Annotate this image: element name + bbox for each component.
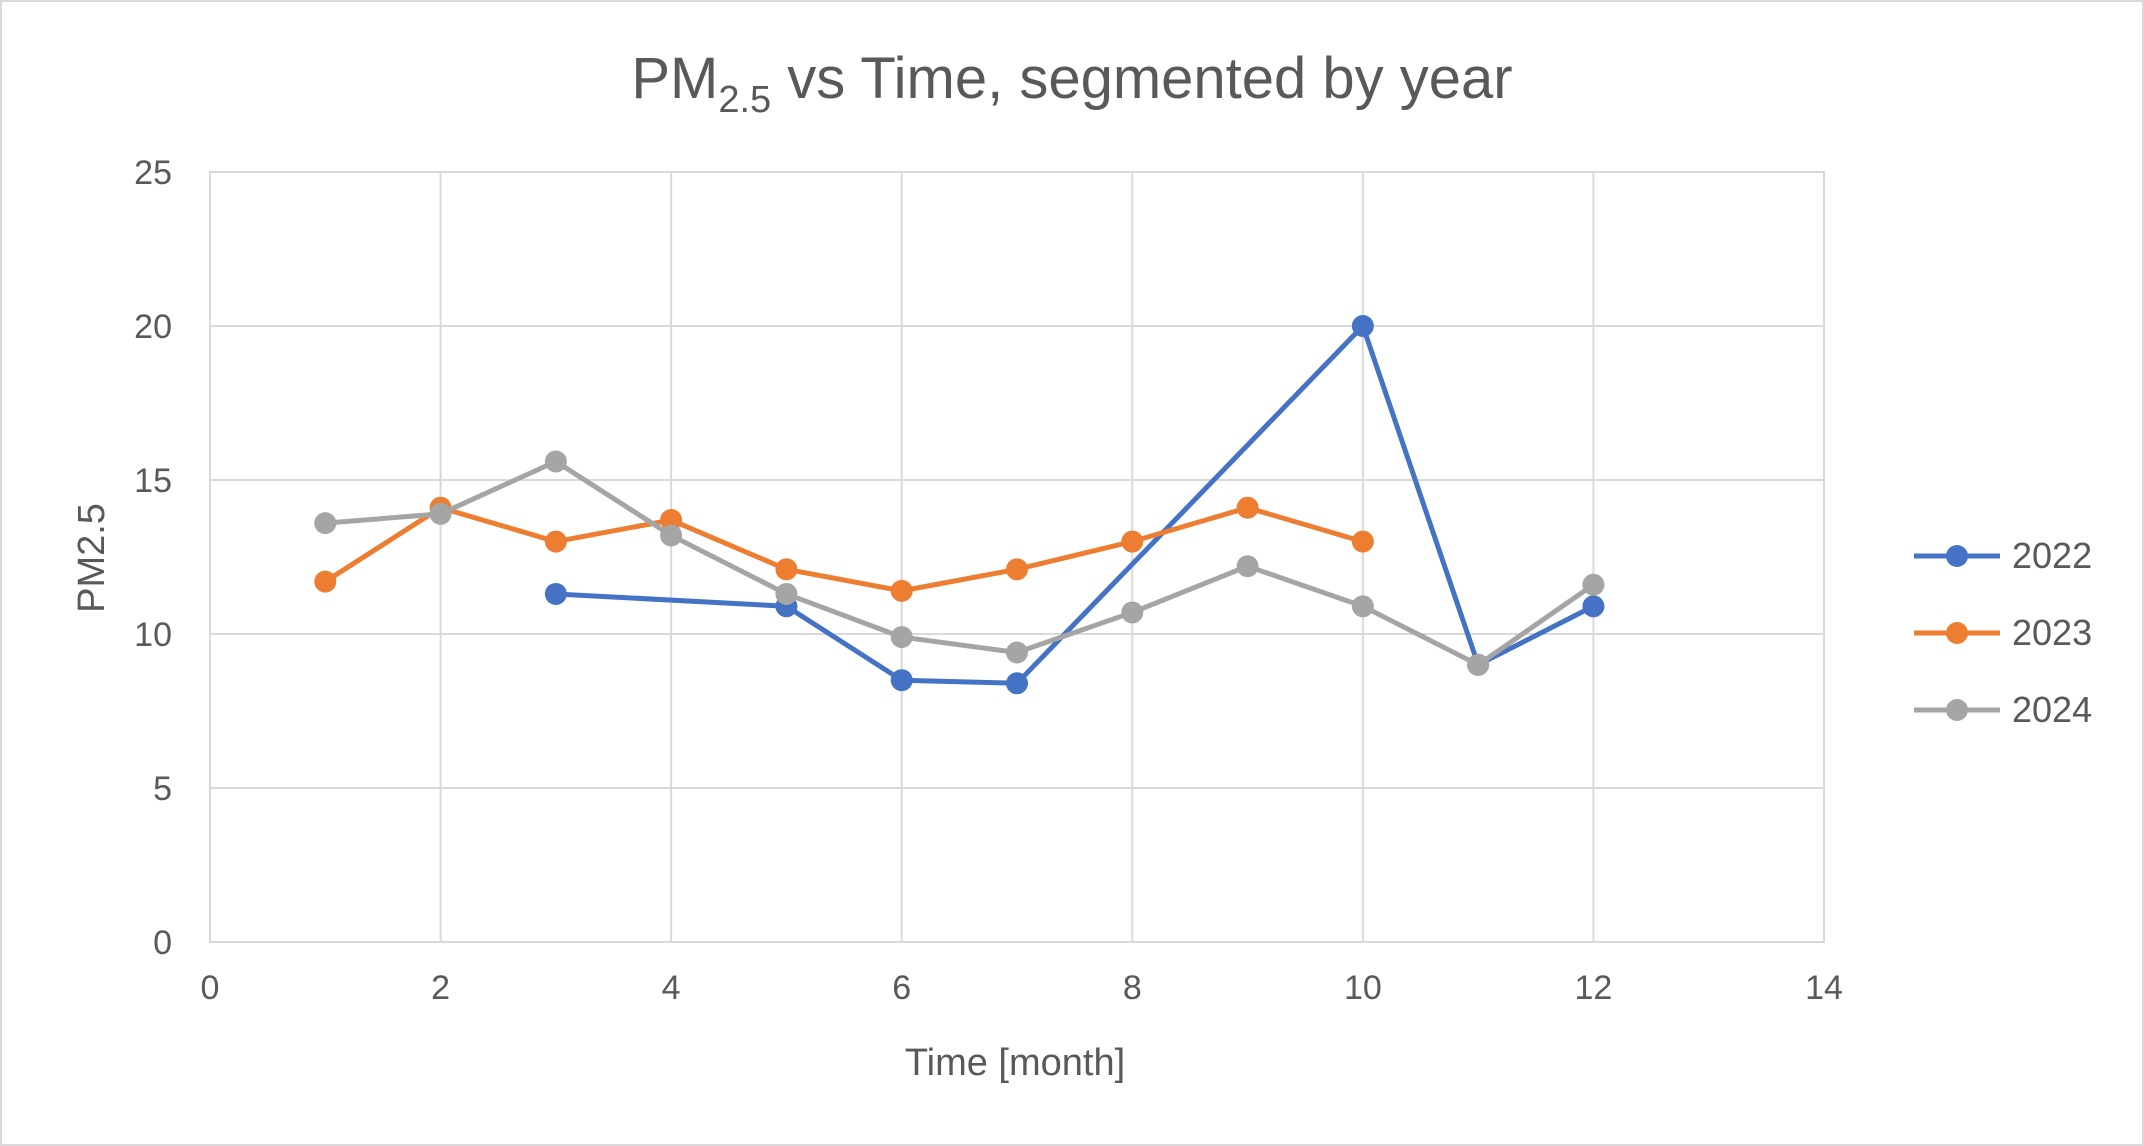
data-point-2024 [1467,653,1490,676]
data-point-2023 [544,530,567,553]
y-tick-label: 0 [153,924,172,962]
y-tick-label: 15 [134,462,172,500]
data-point-2024 [429,502,452,525]
data-point-2022 [890,669,913,692]
data-point-2022 [544,582,567,605]
x-tick-label: 2 [431,969,450,1007]
data-point-2024 [1236,555,1259,578]
data-point-2022 [1006,672,1028,695]
series-line-2022 [553,323,1596,686]
plot-area-border [209,171,1825,943]
legend-label: 2024 [2012,689,2092,730]
y-tick-label: 20 [134,308,172,346]
y-axis-label: PM2.5 [71,503,113,613]
chart-title-main: PM [631,46,718,111]
x-axis-ticks: 0 2 4 6 8 10 12 14 [201,969,1843,1007]
series-group [314,315,1605,695]
data-point-2023 [1121,530,1144,553]
series-line-2024 [322,459,1596,668]
data-point-2024 [314,512,337,535]
x-tick-label: 0 [201,969,220,1007]
data-point-2022 [1582,595,1605,618]
legend-item-2023: 2023 [1914,612,2092,653]
data-point-2023 [314,570,337,593]
x-tick-label: 12 [1575,969,1613,1007]
series-2022 [544,315,1605,695]
chart-title: PM2.5 vs Time, segmented by year [631,46,1512,121]
x-tick-label: 8 [1123,969,1142,1007]
legend-swatch-marker [1946,699,1968,721]
data-point-2022 [1351,315,1374,337]
data-point-2024 [1006,641,1028,664]
legend-item-2022: 2022 [1914,535,2092,576]
data-point-2024 [1121,601,1144,624]
y-axis-ticks: 0 5 10 15 20 25 [134,154,172,962]
y-tick-label: 10 [134,616,172,654]
series-2024 [314,450,1605,676]
x-axis-label: Time [month] [905,1042,1125,1084]
chart-title-subscript: 2.5 [718,79,771,121]
legend-swatch-marker [1946,622,1968,644]
data-point-2023 [890,579,913,602]
data-point-2024 [660,524,683,547]
y-tick-label: 25 [134,154,172,192]
data-point-2024 [544,450,567,473]
data-point-2023 [660,509,683,532]
data-point-2024 [775,582,798,605]
data-point-2024 [1582,573,1605,596]
legend-label: 2022 [2012,535,2092,576]
legend: 2022 2023 2024 [1914,535,2092,730]
legend-swatch-marker [1946,545,1968,567]
data-point-2024 [890,626,913,649]
chart-title-rest: vs Time, segmented by year [771,46,1512,111]
y-tick-label: 5 [153,770,172,808]
legend-label: 2023 [2012,612,2092,653]
grid-lines [209,171,1825,943]
data-point-2023 [1236,496,1259,519]
series-line-2023 [322,505,1366,594]
legend-item-2024: 2024 [1914,689,2092,730]
data-point-2023 [1351,530,1374,553]
plot-area-frame [209,171,1825,943]
data-point-2024 [1351,595,1374,618]
data-point-2023 [775,558,798,581]
x-tick-label: 4 [662,969,681,1007]
x-tick-label: 10 [1344,969,1382,1007]
data-point-2023 [1006,558,1028,581]
series-2023 [314,496,1374,602]
x-tick-label: 14 [1805,969,1843,1007]
x-tick-label: 6 [892,969,911,1007]
